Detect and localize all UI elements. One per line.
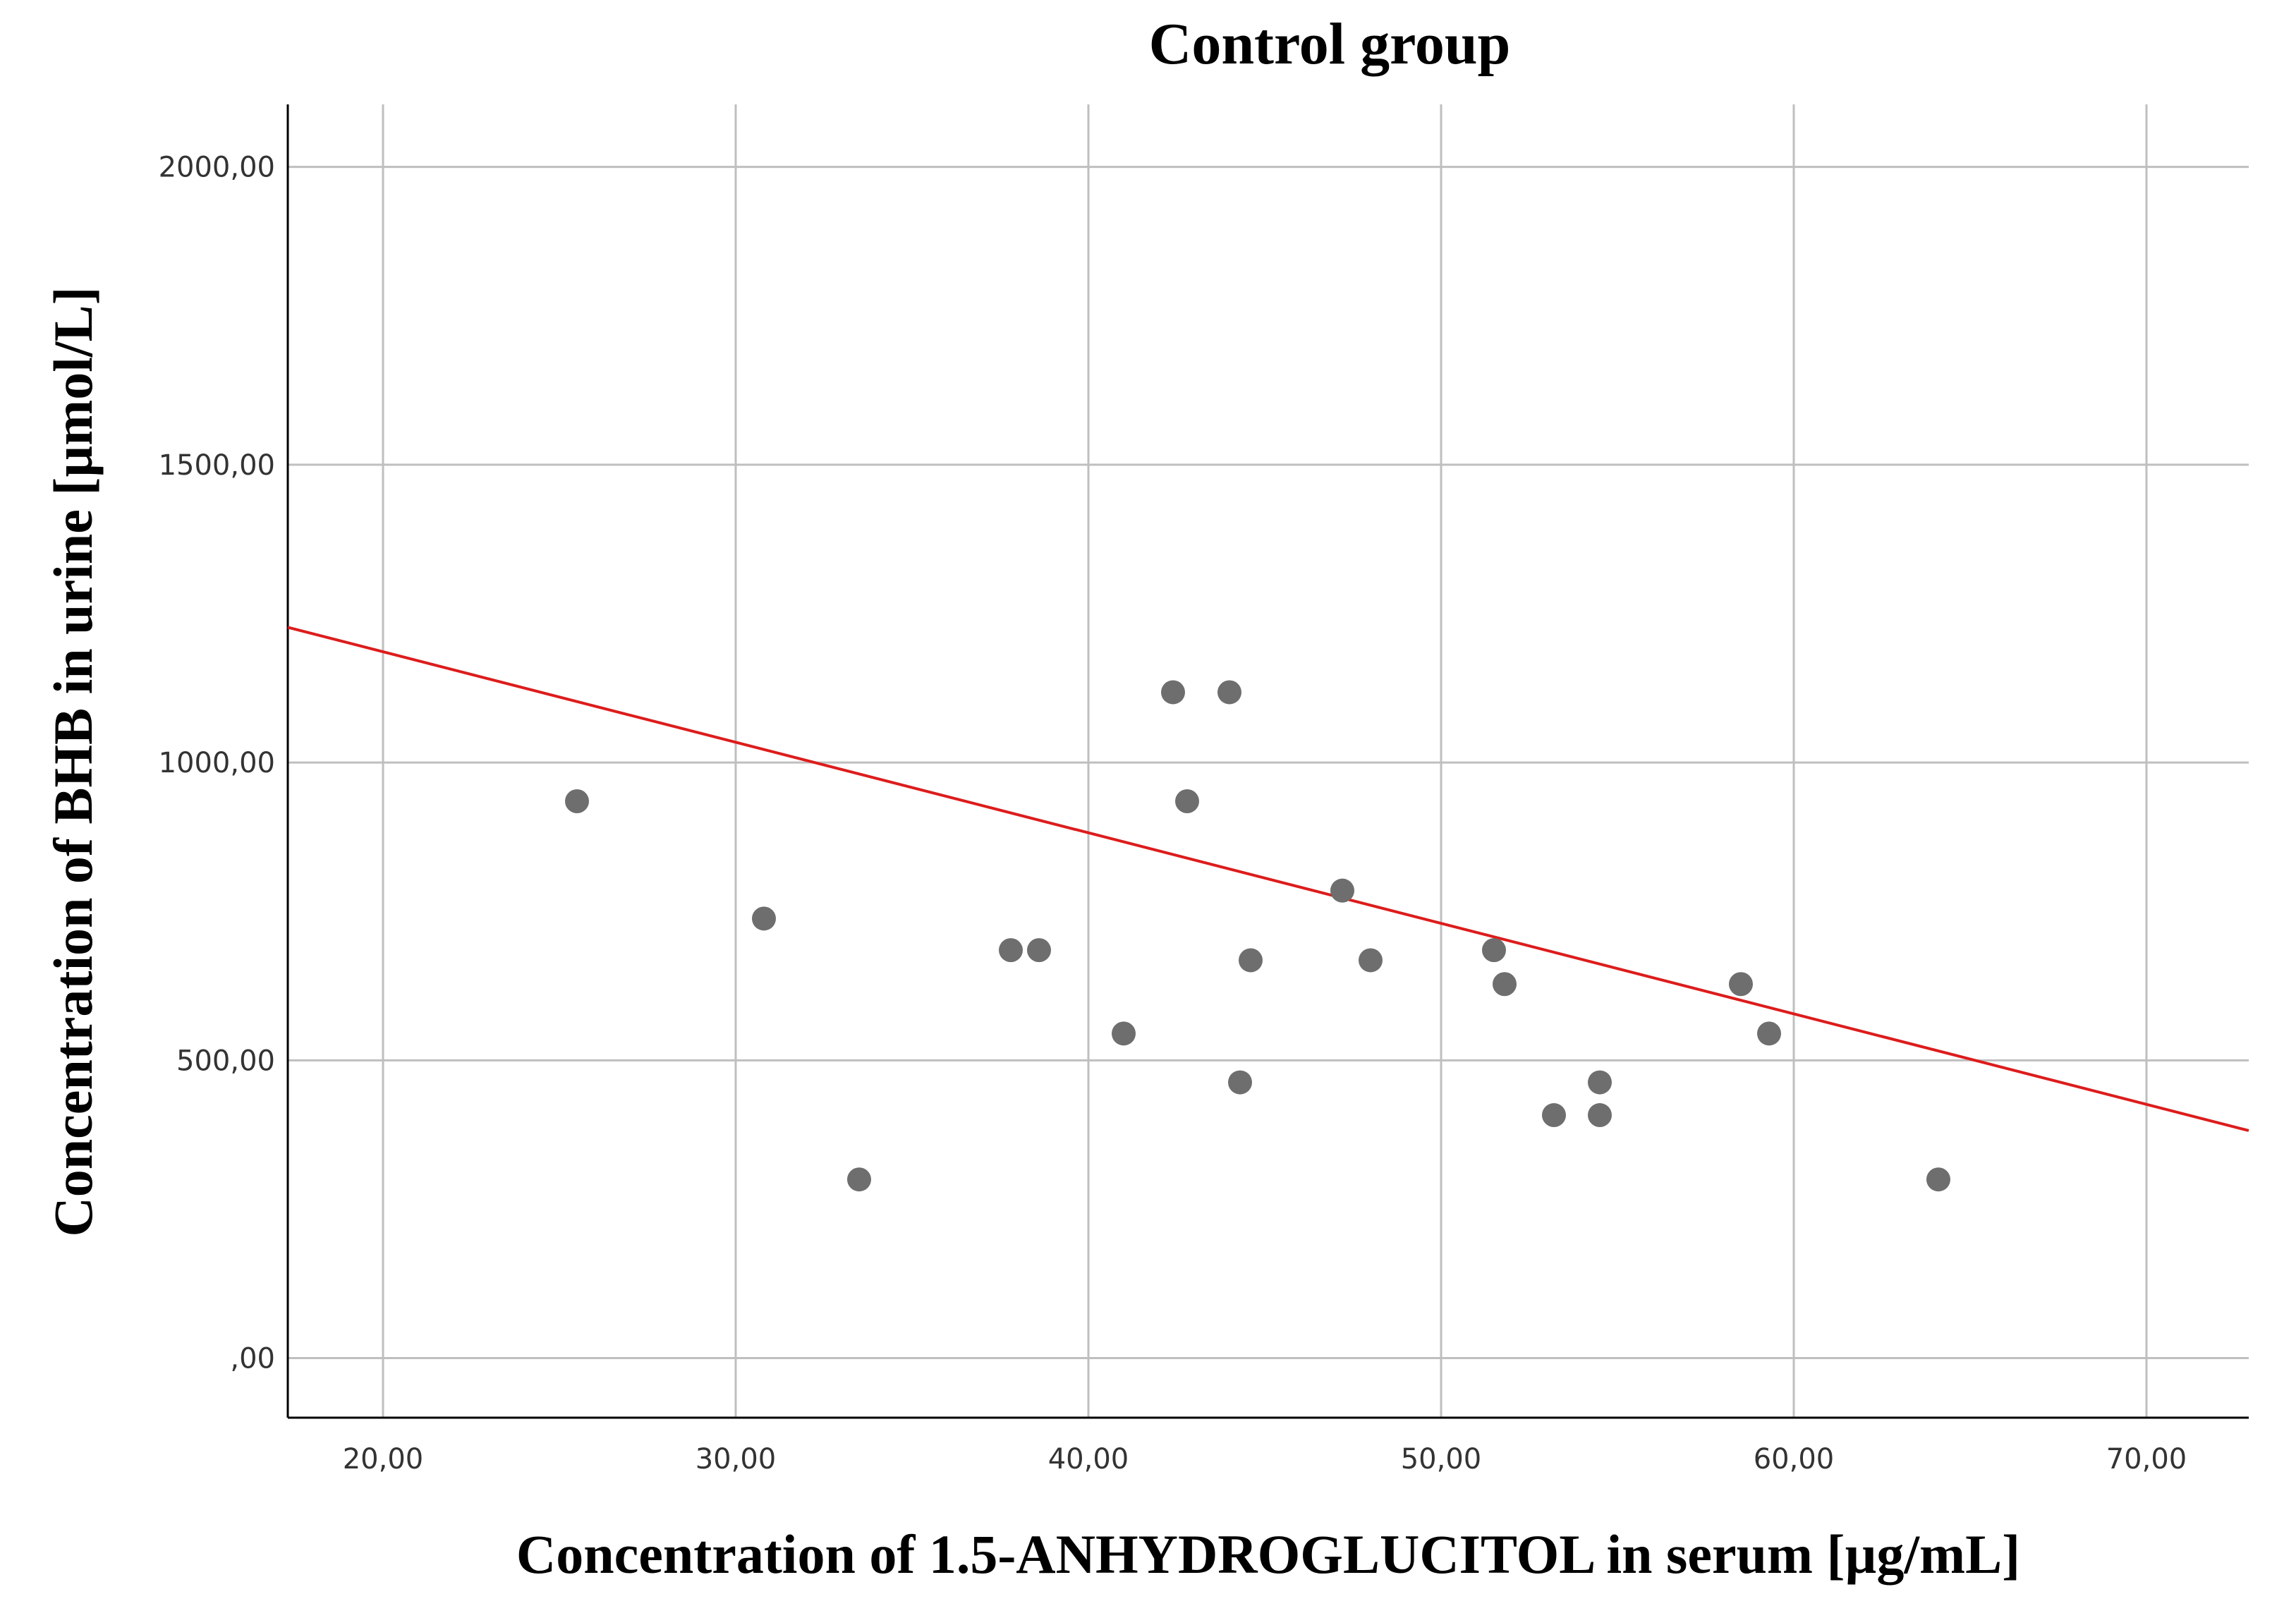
data-point-6 xyxy=(1161,680,1185,705)
data-point-15 xyxy=(1542,1103,1566,1128)
data-point-18 xyxy=(1729,972,1753,997)
y-tick-label-1: 500,00 xyxy=(176,1045,275,1077)
data-point-5 xyxy=(1112,1021,1136,1046)
data-point-16 xyxy=(1588,1070,1612,1095)
y-tick-label-0: ,00 xyxy=(230,1343,275,1375)
x-tick-label-1: 30,00 xyxy=(696,1443,777,1476)
data-point-12 xyxy=(1359,948,1383,973)
y-axis-label: Concentration of BHB in urine [µmol/L] xyxy=(42,286,104,1236)
x-tick-label-0: 20,00 xyxy=(343,1443,424,1476)
grid-lines xyxy=(288,104,2249,1418)
x-tick-label-3: 50,00 xyxy=(1401,1443,1482,1476)
data-point-14 xyxy=(1493,972,1517,997)
data-point-4 xyxy=(1027,938,1051,963)
chart-title: Control group xyxy=(1149,11,1511,77)
data-point-8 xyxy=(1217,680,1241,705)
x-tick-label-2: 40,00 xyxy=(1048,1443,1129,1476)
data-point-3 xyxy=(999,938,1023,963)
fit-line xyxy=(287,626,2249,1132)
x-axis-label: Concentration of 1.5-ANHYDROGLUCITOL in … xyxy=(516,1523,2020,1585)
data-point-1 xyxy=(752,906,776,931)
x-tick-label-5: 70,00 xyxy=(2106,1443,2187,1476)
x-tick-label-4: 60,00 xyxy=(1754,1443,1835,1476)
fit-line-layer xyxy=(287,626,2249,1132)
data-point-11 xyxy=(1330,878,1354,903)
data-point-19 xyxy=(1757,1021,1781,1046)
y-tick-label-4: 2000,00 xyxy=(159,152,275,184)
x-tick-labels: 20,00 30,00 40,00 50,00 60,00 70,00 xyxy=(343,1443,2187,1476)
data-point-10 xyxy=(1239,948,1263,973)
data-point-9 xyxy=(1228,1070,1252,1095)
data-point-20 xyxy=(1926,1167,1950,1192)
y-tick-label-2: 1000,00 xyxy=(159,747,275,779)
data-point-0 xyxy=(565,789,589,813)
data-point-2 xyxy=(847,1167,871,1192)
data-point-13 xyxy=(1482,938,1506,963)
y-tick-labels: ,00 500,00 1000,00 1500,00 2000,00 xyxy=(159,152,275,1375)
axes xyxy=(286,104,2249,1419)
data-point-7 xyxy=(1175,789,1199,813)
y-tick-label-3: 1500,00 xyxy=(159,449,275,482)
data-points xyxy=(565,680,1950,1192)
data-point-17 xyxy=(1588,1103,1612,1128)
